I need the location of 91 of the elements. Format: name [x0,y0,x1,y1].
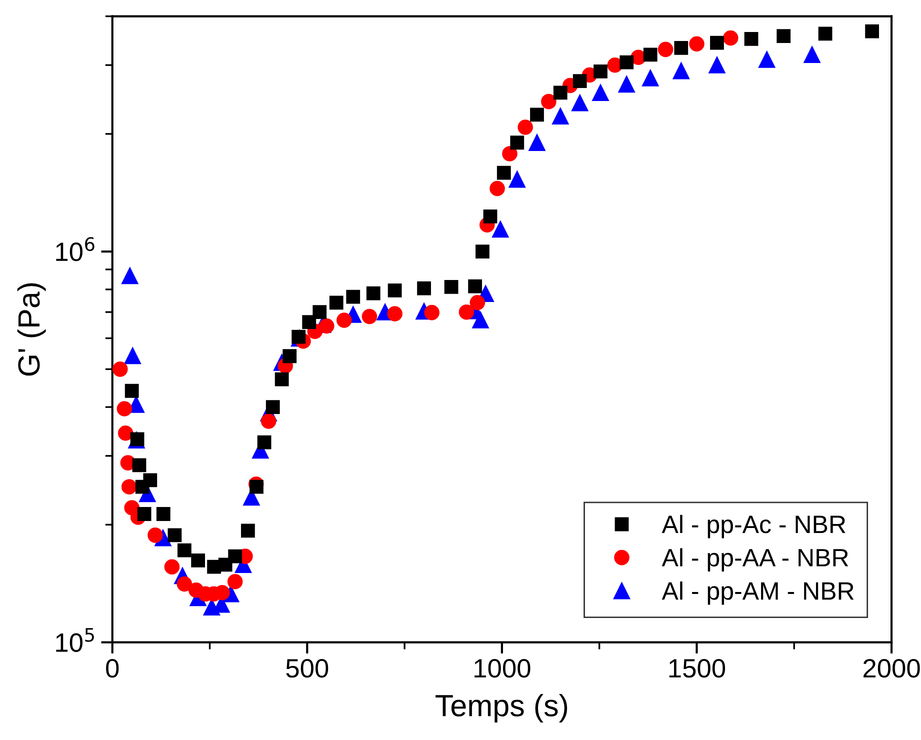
point [250,480,264,494]
point [689,36,704,52]
point [510,136,524,150]
point [387,306,402,322]
point [260,414,276,429]
point [643,48,658,62]
point [137,507,152,521]
point [112,362,128,377]
point [483,209,498,224]
point [274,372,289,386]
x-tick-label: 500 [286,658,328,678]
y-tick-label: 10$^{6}$ [56,237,94,262]
point [804,46,820,64]
point [124,384,139,398]
point [472,312,489,328]
point [476,244,490,258]
point [302,315,316,330]
point [776,29,791,43]
point [122,267,138,284]
point [594,64,608,78]
point [116,401,132,416]
point [572,94,588,112]
point [708,56,726,74]
point [417,281,431,296]
point [572,74,587,88]
point [865,24,879,38]
point [618,76,635,93]
point [132,458,146,472]
point [528,134,546,151]
point [118,426,134,441]
point [266,400,280,414]
point [496,166,511,180]
point [470,295,486,310]
point [318,318,334,334]
point [388,284,402,298]
point [552,108,569,125]
point [672,62,690,80]
x-axis-title: Temps (s) [436,694,568,722]
point [148,528,163,543]
point [143,473,158,488]
point [553,86,568,100]
point [336,312,352,328]
point [490,180,505,196]
point [227,574,243,590]
point [282,349,297,364]
point [518,120,533,135]
point [346,290,360,304]
point [658,42,674,58]
point [362,308,378,324]
point [744,32,758,46]
legend-label: Al - pp-AM - NBR [662,581,854,605]
x-tick-label: 0 [106,658,119,678]
point [674,40,688,55]
point [156,507,170,521]
point [177,543,192,558]
point [468,279,482,294]
point [292,330,306,344]
point [228,549,242,564]
point [620,55,634,70]
point [168,528,182,542]
point [124,347,141,364]
point [492,220,509,238]
point [508,171,526,188]
point [164,559,180,574]
point [444,280,458,294]
legend-label: Al - pp-Ac - NBR [662,514,846,538]
point [329,296,344,310]
x-tick-label: 2000 [864,658,920,678]
point [642,70,659,86]
point [541,94,556,110]
x-tick-label: 1000 [474,658,530,678]
point [257,435,272,450]
point [424,304,440,320]
point [121,479,137,494]
point [710,36,724,50]
point [722,30,738,46]
legend-label: Al - pp-AA - NBR [662,548,848,572]
point [176,576,192,592]
point [191,554,206,568]
point [312,305,327,320]
y-tick-label: 10$^{5}$ [56,628,94,652]
point [502,146,518,162]
point [366,286,380,300]
point [530,108,544,122]
point [240,524,255,538]
point [818,26,832,41]
point [458,304,474,320]
point [592,84,609,102]
y-axis-title: G' (Pa) [17,283,46,376]
x-tick-label: 1500 [669,658,726,678]
point [758,51,776,68]
